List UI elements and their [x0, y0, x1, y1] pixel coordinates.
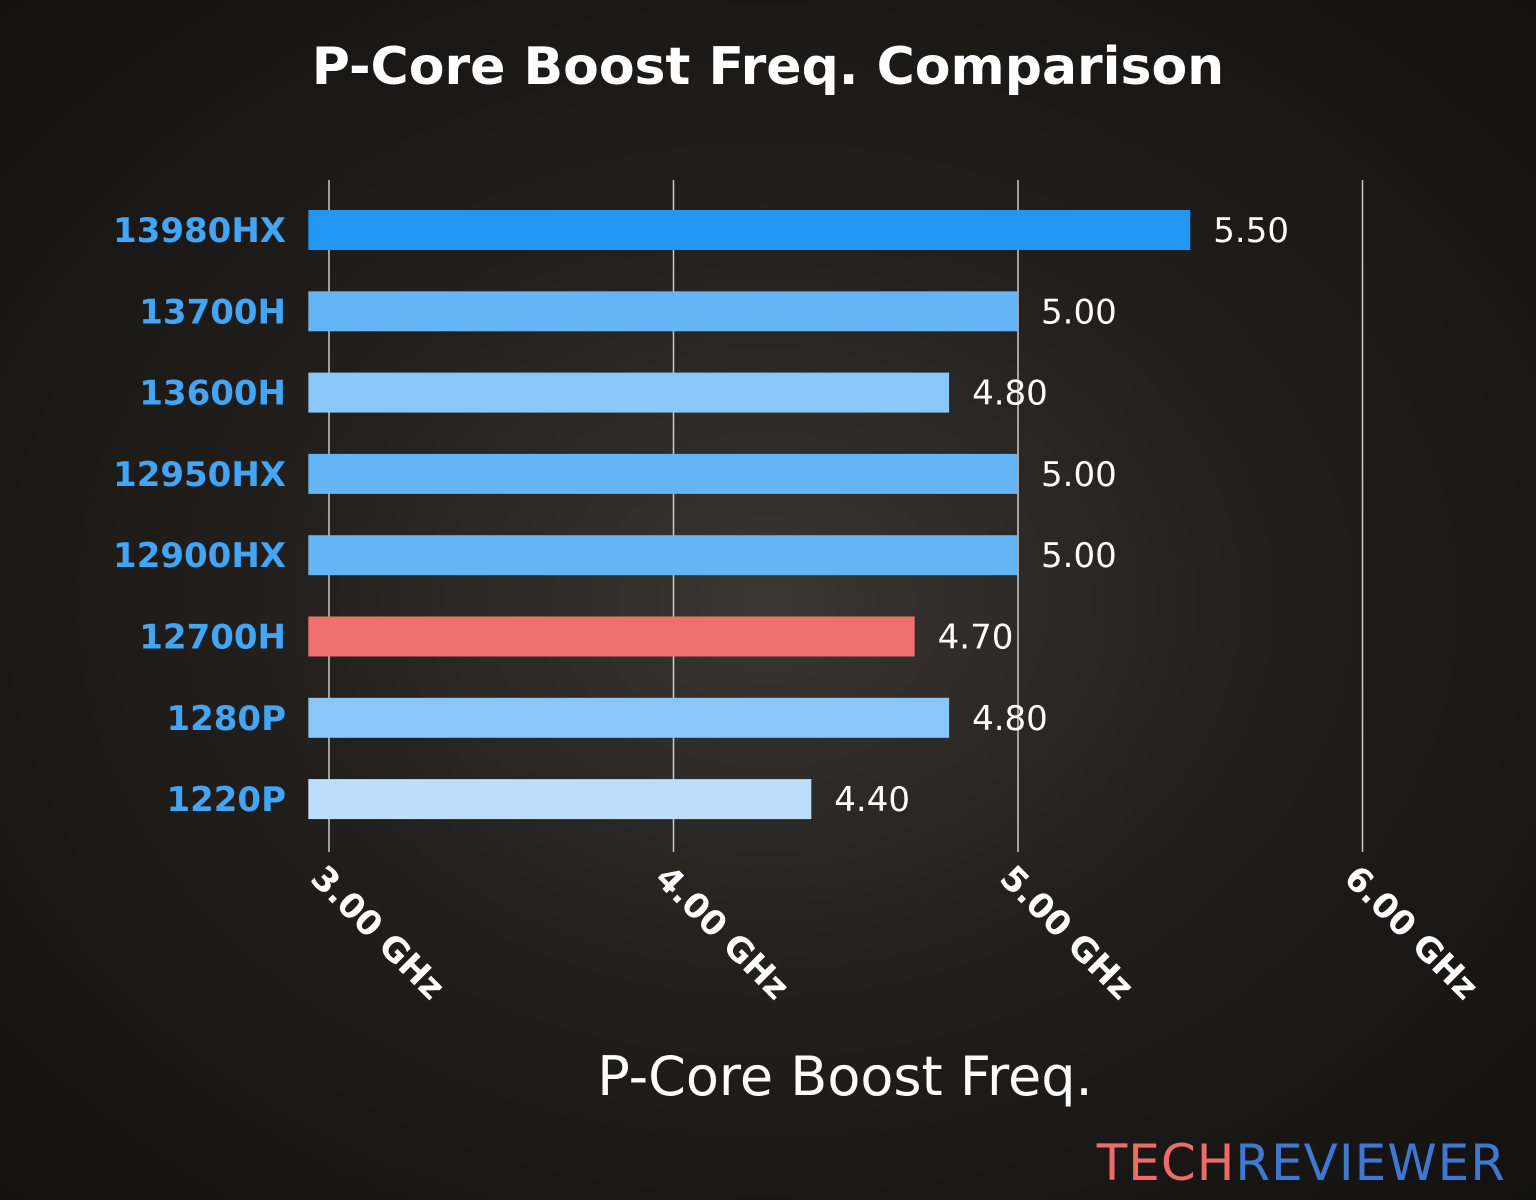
- category-label: 13600H: [139, 374, 286, 414]
- data-label: 4.80: [972, 699, 1048, 739]
- x-tick-label: 4.00 GHz: [647, 858, 797, 1008]
- x-axis-label: P-Core Boost Freq.: [597, 1045, 1092, 1108]
- category-label: 13980HX: [113, 211, 286, 251]
- category-label: 1220P: [166, 780, 286, 820]
- bar: [308, 616, 915, 657]
- bar: [308, 697, 950, 738]
- data-label: 5.50: [1213, 211, 1289, 251]
- data-label: 4.40: [834, 780, 910, 820]
- chart-title: P-Core Boost Freq. Comparison: [312, 37, 1224, 97]
- x-tick-label: 3.00 GHz: [303, 858, 453, 1008]
- data-label: 4.70: [938, 618, 1014, 658]
- x-tick-label: 6.00 GHz: [1336, 858, 1486, 1008]
- data-label: 5.00: [1041, 536, 1117, 576]
- bar: [308, 372, 950, 413]
- logo-part-tech: TECH: [1096, 1134, 1236, 1192]
- data-label: 5.00: [1041, 455, 1117, 495]
- category-label: 1280P: [166, 699, 286, 739]
- bar: [308, 210, 1191, 250]
- data-label: 5.00: [1041, 292, 1117, 332]
- category-label: 12900HX: [113, 536, 286, 576]
- data-label: 4.80: [972, 374, 1048, 414]
- techreviewer-logo: TECHREVIEWER: [1097, 1134, 1506, 1192]
- x-tick-label: 5.00 GHz: [992, 858, 1142, 1008]
- bar: [308, 779, 812, 820]
- logo-part-reviewer: REVIEWER: [1235, 1134, 1506, 1192]
- bar: [308, 453, 1019, 494]
- bar: [308, 291, 1019, 332]
- category-label: 12700H: [139, 618, 286, 658]
- category-label: 12950HX: [113, 455, 286, 495]
- category-label: 13700H: [139, 292, 286, 332]
- bar: [308, 535, 1019, 576]
